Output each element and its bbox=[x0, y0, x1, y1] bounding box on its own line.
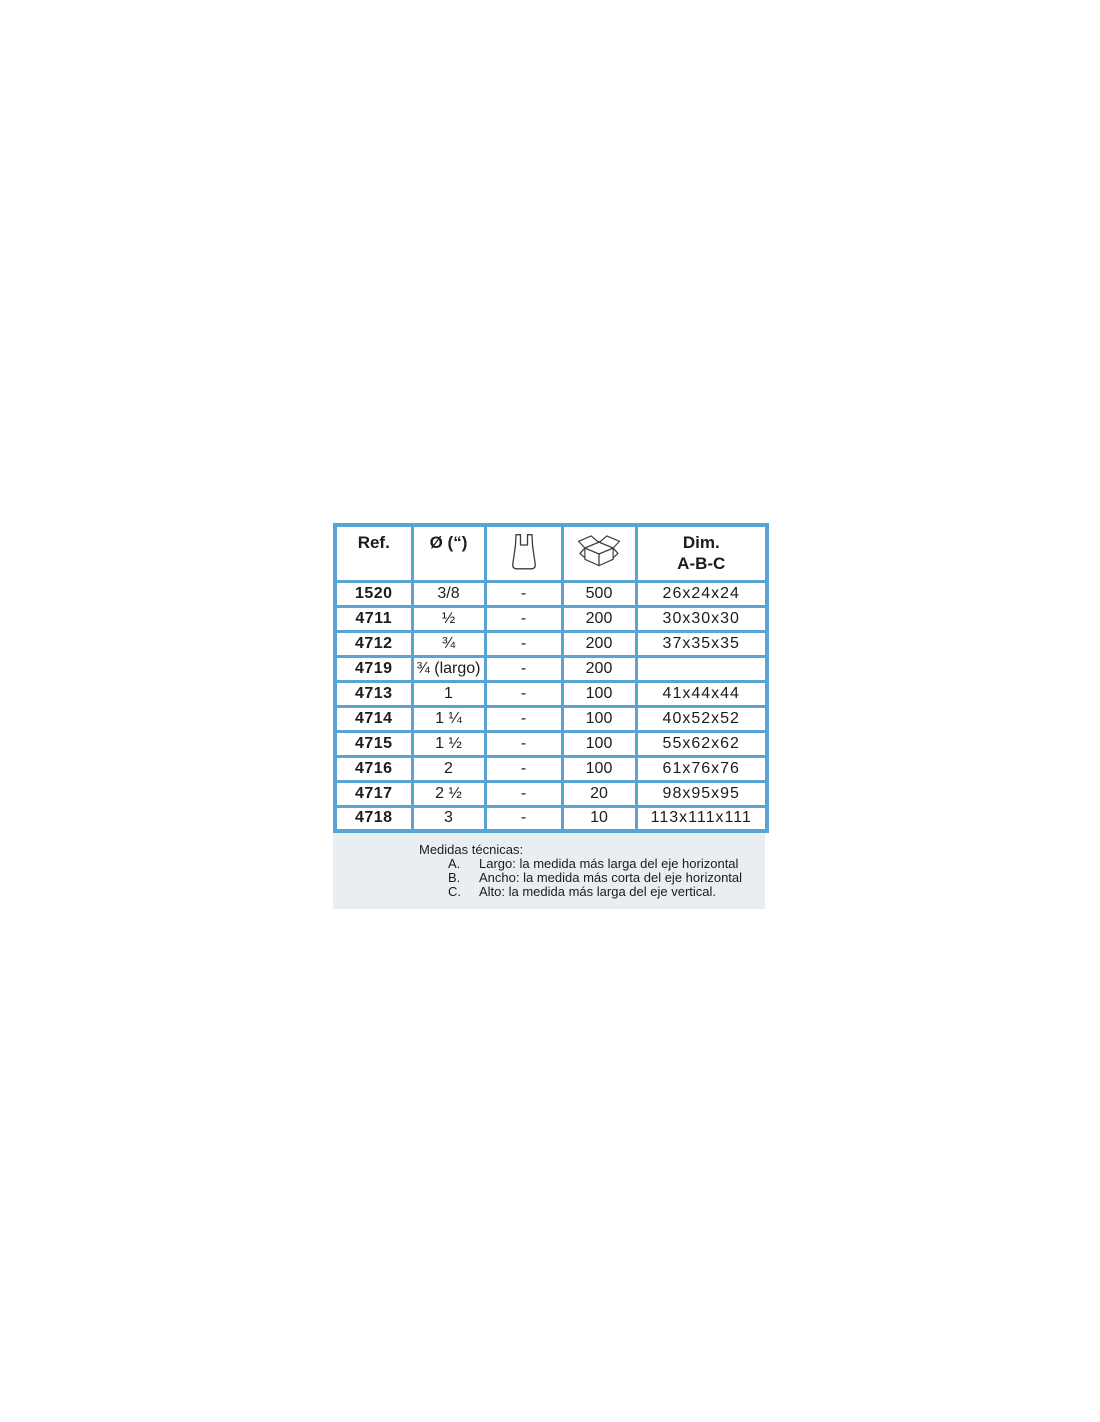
footnote-text: Alto: la medida más larga del eje vertic… bbox=[479, 884, 717, 899]
header-dim: Dim. A-B-C bbox=[634, 523, 769, 583]
box-icon bbox=[576, 533, 622, 575]
dim-cell bbox=[634, 654, 769, 683]
header-row: Ref. Ø (“) bbox=[333, 523, 769, 583]
table-row: 4711 ½ - 200 30x30x30 bbox=[333, 604, 769, 633]
dim-cell: 30x30x30 bbox=[634, 604, 769, 633]
bag-icon bbox=[509, 533, 539, 576]
bag-qty-cell: - bbox=[483, 679, 564, 708]
box-qty-cell: 20 bbox=[560, 779, 638, 808]
box-qty-cell: 10 bbox=[560, 804, 638, 833]
header-diameter: Ø (“) bbox=[410, 523, 487, 583]
bag-qty-cell: - bbox=[483, 729, 564, 758]
ref-cell: 4718 bbox=[333, 804, 414, 833]
diameter-cell: ¾ (largo) bbox=[410, 654, 487, 683]
header-ref: Ref. bbox=[333, 523, 414, 583]
table-row: 4714 1 ¼ - 100 40x52x52 bbox=[333, 704, 769, 733]
box-qty-cell: 200 bbox=[560, 629, 638, 658]
box-qty-cell: 200 bbox=[560, 604, 638, 633]
footnote-item: B. Ancho: la medida más corta del eje ho… bbox=[419, 871, 759, 885]
ref-cell: 4714 bbox=[333, 704, 414, 733]
header-box bbox=[560, 523, 638, 583]
table-row: 4719 ¾ (largo) - 200 bbox=[333, 654, 769, 683]
footnote-item: C. Alto: la medida más larga del eje ver… bbox=[419, 885, 759, 899]
diameter-cell: 2 bbox=[410, 754, 487, 783]
box-qty-cell: 200 bbox=[560, 654, 638, 683]
ref-cell: 4711 bbox=[333, 604, 414, 633]
ref-cell: 1520 bbox=[333, 579, 414, 608]
diameter-cell: 3 bbox=[410, 804, 487, 833]
bag-qty-cell: - bbox=[483, 754, 564, 783]
dim-cell: 55x62x62 bbox=[634, 729, 769, 758]
dim-cell: 113x111x111 bbox=[634, 804, 769, 833]
footnote-key: B. bbox=[448, 870, 461, 885]
ref-cell: 4716 bbox=[333, 754, 414, 783]
ref-cell: 4717 bbox=[333, 779, 414, 808]
ref-cell: 4713 bbox=[333, 679, 414, 708]
box-qty-cell: 100 bbox=[560, 704, 638, 733]
table-row: 4717 2 ½ - 20 98x95x95 bbox=[333, 779, 769, 808]
diameter-cell: 1 ¼ bbox=[410, 704, 487, 733]
box-qty-cell: 100 bbox=[560, 729, 638, 758]
dim-cell: 26x24x24 bbox=[634, 579, 769, 608]
diameter-cell: 2 ½ bbox=[410, 779, 487, 808]
diameter-cell: ½ bbox=[410, 604, 487, 633]
header-bag bbox=[483, 523, 564, 583]
dim-cell: 41x44x44 bbox=[634, 679, 769, 708]
box-qty-cell: 100 bbox=[560, 754, 638, 783]
table-row: 4716 2 - 100 61x76x76 bbox=[333, 754, 769, 783]
footnote: Medidas técnicas: A. Largo: la medida má… bbox=[333, 833, 765, 909]
spec-panel: Ref. Ø (“) bbox=[333, 523, 769, 909]
bag-qty-cell: - bbox=[483, 579, 564, 608]
bag-qty-cell: - bbox=[483, 654, 564, 683]
table-row: 4718 3 - 10 113x111x111 bbox=[333, 804, 769, 833]
bag-qty-cell: - bbox=[483, 779, 564, 808]
diameter-cell: ¾ bbox=[410, 629, 487, 658]
dim-cell: 61x76x76 bbox=[634, 754, 769, 783]
header-dim-line2: A-B-C bbox=[677, 554, 726, 574]
diameter-cell: 3/8 bbox=[410, 579, 487, 608]
ref-cell: 4712 bbox=[333, 629, 414, 658]
dim-cell: 37x35x35 bbox=[634, 629, 769, 658]
table-row: 4713 1 - 100 41x44x44 bbox=[333, 679, 769, 708]
table-row: 4715 1 ½ - 100 55x62x62 bbox=[333, 729, 769, 758]
footnote-key: C. bbox=[448, 884, 461, 899]
footnote-text: Largo: la medida más larga del eje horiz… bbox=[479, 856, 739, 871]
dim-cell: 98x95x95 bbox=[634, 779, 769, 808]
bag-qty-cell: - bbox=[483, 604, 564, 633]
diameter-cell: 1 ½ bbox=[410, 729, 487, 758]
table-row: 4712 ¾ - 200 37x35x35 bbox=[333, 629, 769, 658]
dim-cell: 40x52x52 bbox=[634, 704, 769, 733]
spec-table: Ref. Ø (“) bbox=[333, 523, 769, 833]
footnote-title: Medidas técnicas: bbox=[419, 842, 524, 857]
footnote-key: A. bbox=[448, 856, 461, 871]
header-diameter-label: Ø (“) bbox=[429, 533, 468, 552]
bag-qty-cell: - bbox=[483, 629, 564, 658]
ref-cell: 4719 bbox=[333, 654, 414, 683]
footnote-item: A. Largo: la medida más larga del eje ho… bbox=[419, 857, 759, 871]
diameter-cell: 1 bbox=[410, 679, 487, 708]
header-dim-line1: Dim. bbox=[682, 533, 720, 552]
box-qty-cell: 500 bbox=[560, 579, 638, 608]
bag-qty-cell: - bbox=[483, 704, 564, 733]
header-ref-label: Ref. bbox=[357, 533, 390, 552]
footnote-text: Ancho: la medida más corta del eje horiz… bbox=[479, 870, 743, 885]
bag-qty-cell: - bbox=[483, 804, 564, 833]
box-qty-cell: 100 bbox=[560, 679, 638, 708]
table-row: 1520 3/8 - 500 26x24x24 bbox=[333, 579, 769, 608]
ref-cell: 4715 bbox=[333, 729, 414, 758]
